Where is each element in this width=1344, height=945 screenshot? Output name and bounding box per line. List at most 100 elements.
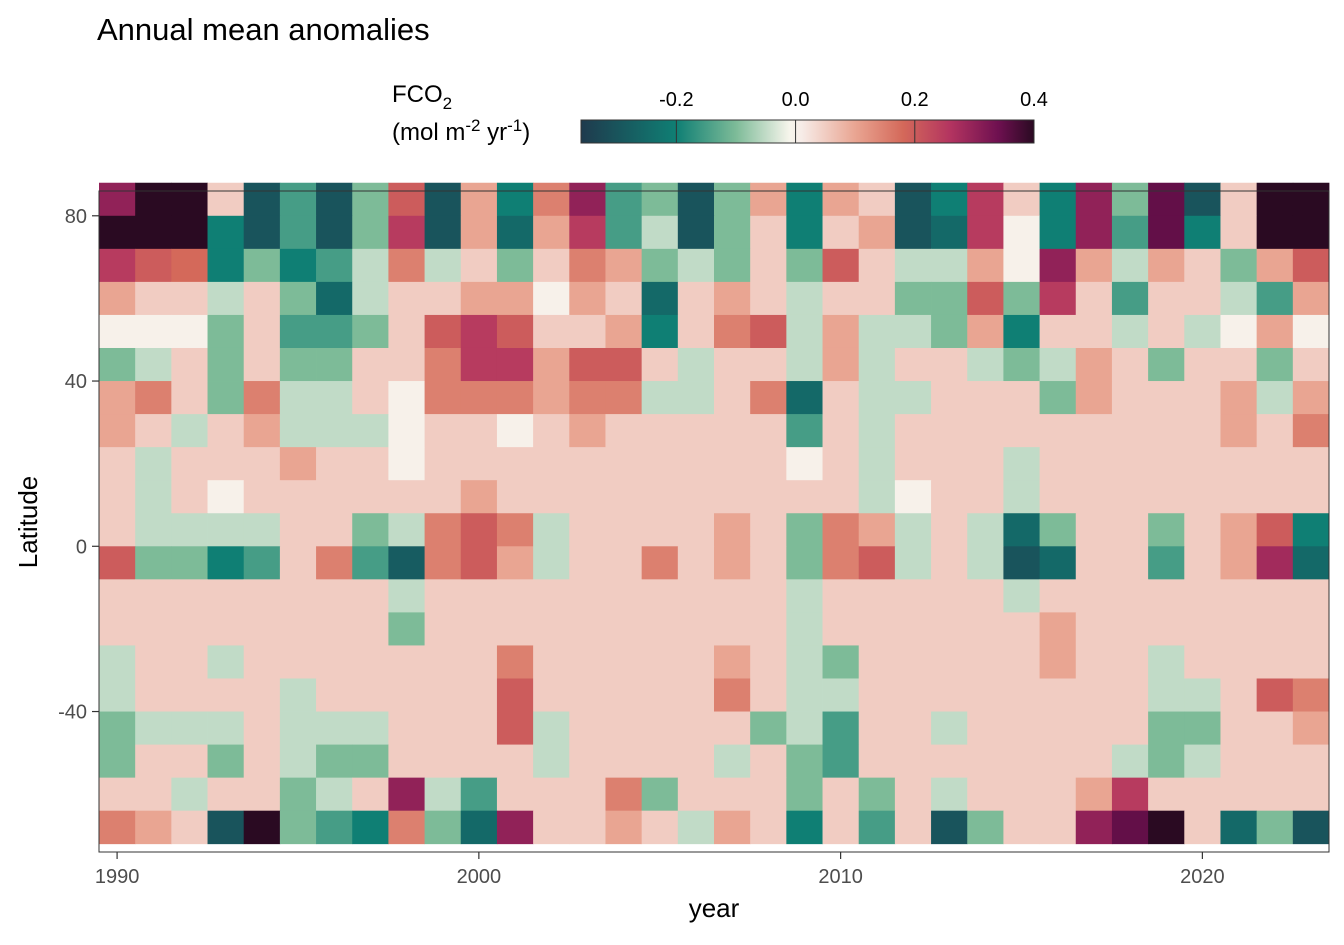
heatmap-cell xyxy=(1003,744,1040,779)
heatmap-cell xyxy=(858,381,896,415)
legend-unit-mid: yr xyxy=(480,119,507,146)
heatmap-cell xyxy=(1039,777,1077,812)
heatmap-cell xyxy=(533,810,570,845)
heatmap-cell xyxy=(1111,678,1149,712)
heatmap-cell xyxy=(1148,414,1185,448)
heatmap-cell xyxy=(1075,248,1113,283)
heatmap-cell xyxy=(750,612,787,646)
heatmap-cell xyxy=(931,447,968,481)
heatmap-cell xyxy=(967,546,1004,580)
heatmap-cell xyxy=(496,182,534,217)
heatmap-cell xyxy=(1220,612,1258,646)
heatmap-cell xyxy=(171,612,208,646)
heatmap-cell xyxy=(1111,579,1149,613)
heatmap-cell xyxy=(1292,182,1330,217)
heatmap-cell xyxy=(786,612,823,646)
heatmap-cell xyxy=(858,447,896,481)
heatmap-cell xyxy=(641,744,679,779)
heatmap-cell xyxy=(641,248,679,283)
heatmap-cell xyxy=(171,744,208,779)
heatmap-cell xyxy=(388,480,425,514)
heatmap-cell xyxy=(822,513,860,547)
heatmap-cell xyxy=(135,215,172,250)
heatmap-cell xyxy=(931,513,968,547)
legend-unit-sup2: -1 xyxy=(507,116,522,135)
heatmap-cell xyxy=(894,215,932,250)
heatmap-cell xyxy=(1220,546,1258,580)
heatmap-cell xyxy=(714,777,751,812)
heatmap-cell xyxy=(496,612,534,646)
heatmap-cell xyxy=(460,678,498,712)
heatmap-cell xyxy=(569,579,606,613)
heatmap-cell xyxy=(1003,182,1040,217)
heatmap-cell xyxy=(569,248,606,283)
heatmap-cell xyxy=(1111,612,1149,646)
heatmap-cell xyxy=(1256,347,1294,382)
heatmap-cell xyxy=(1292,711,1330,745)
heatmap-cell xyxy=(967,347,1004,382)
heatmap-cell xyxy=(967,513,1004,547)
heatmap-cell xyxy=(496,678,534,712)
heatmap-cell xyxy=(1075,711,1113,745)
heatmap-cell xyxy=(894,248,932,283)
heatmap-cell xyxy=(750,480,787,514)
heatmap-cell xyxy=(533,645,570,679)
heatmap-cell xyxy=(207,546,245,580)
heatmap-cell xyxy=(786,546,823,580)
heatmap-cell xyxy=(243,215,281,250)
heatmap-cell xyxy=(822,711,860,745)
heatmap-cell xyxy=(1003,381,1040,415)
heatmap-cell xyxy=(786,381,823,415)
heatmap-cell xyxy=(1111,381,1149,415)
heatmap-cell xyxy=(135,314,172,349)
legend-title-line1: FCO2 xyxy=(392,81,452,113)
heatmap-cell xyxy=(822,645,860,679)
heatmap-cell xyxy=(424,447,462,481)
heatmap-cell xyxy=(569,215,606,250)
heatmap-cell xyxy=(1256,215,1294,250)
heatmap-cell xyxy=(243,414,281,448)
heatmap-cell xyxy=(677,215,715,250)
heatmap-cell xyxy=(1039,248,1077,283)
heatmap-cell xyxy=(714,810,751,845)
heatmap-cell xyxy=(714,347,751,382)
heatmap-cell xyxy=(1184,447,1221,481)
heatmap-cell xyxy=(99,579,136,613)
heatmap-cell xyxy=(858,182,896,217)
heatmap-cell xyxy=(1256,381,1294,415)
heatmap-cell xyxy=(677,612,715,646)
heatmap-cell xyxy=(279,314,317,349)
heatmap-cell xyxy=(1075,810,1113,845)
heatmap-cell xyxy=(424,281,462,316)
heatmap-cell xyxy=(714,182,751,217)
heatmap-cell xyxy=(1148,281,1185,316)
heatmap-cell xyxy=(99,513,136,547)
heatmap-cell xyxy=(894,678,932,712)
heatmap-cell xyxy=(605,810,643,845)
heatmap-cell xyxy=(677,281,715,316)
heatmap-cell xyxy=(894,579,932,613)
heatmap-cell xyxy=(388,810,425,845)
heatmap-cell xyxy=(1039,744,1077,779)
legend-unit-prefix: (mol m xyxy=(392,119,465,146)
heatmap-cell xyxy=(135,744,172,779)
heatmap-cell xyxy=(1148,447,1185,481)
heatmap-cell xyxy=(316,381,353,415)
heatmap-cell xyxy=(1148,678,1185,712)
heatmap-cell xyxy=(496,248,534,283)
heatmap-cell xyxy=(750,711,787,745)
heatmap-cell xyxy=(135,281,172,316)
heatmap-cell xyxy=(171,513,208,547)
heatmap-cell xyxy=(1148,513,1185,547)
heatmap-cell xyxy=(786,810,823,845)
heatmap-cell xyxy=(1292,678,1330,712)
y-tick-label: 80 xyxy=(65,206,87,228)
heatmap-cell xyxy=(858,777,896,812)
heatmap-cell xyxy=(352,744,389,779)
heatmap-cell xyxy=(388,347,425,382)
heatmap-cell xyxy=(171,810,208,845)
heatmap-cell xyxy=(1075,314,1113,349)
heatmap-cell xyxy=(352,810,389,845)
